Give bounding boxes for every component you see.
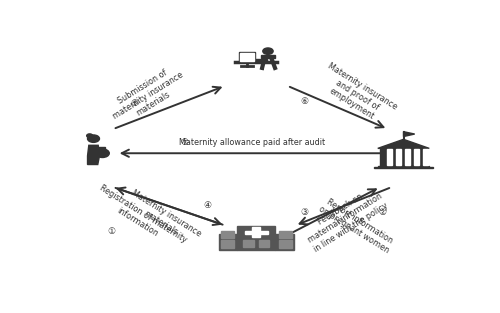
Text: Report information
on pregnant women: Report information on pregnant women	[318, 196, 396, 255]
Text: ⑥: ⑥	[300, 97, 309, 106]
Polygon shape	[240, 53, 254, 61]
Polygon shape	[404, 132, 414, 136]
Text: ②: ②	[378, 208, 386, 217]
Polygon shape	[252, 227, 260, 237]
Polygon shape	[396, 149, 402, 166]
Polygon shape	[378, 139, 429, 148]
Circle shape	[86, 134, 92, 138]
Polygon shape	[422, 149, 428, 166]
Circle shape	[88, 135, 100, 142]
Text: ④: ④	[204, 201, 212, 210]
Polygon shape	[238, 52, 255, 62]
Text: ⑤: ⑤	[130, 99, 138, 108]
Polygon shape	[244, 230, 268, 234]
Text: Maternity insurance
and proof of
employment: Maternity insurance and proof of employm…	[315, 62, 399, 129]
Polygon shape	[275, 234, 294, 250]
Text: ③: ③	[300, 208, 309, 217]
Text: Submission of
maternity insurance
materials: Submission of maternity insurance materi…	[106, 61, 190, 130]
Text: Feedback on
maternal information
in line with the policy: Feedback on maternal information in line…	[301, 183, 390, 254]
Polygon shape	[261, 55, 275, 59]
Text: Maternity insurance
materials: Maternity insurance materials	[124, 189, 202, 248]
Circle shape	[263, 48, 273, 54]
Polygon shape	[279, 240, 292, 248]
Polygon shape	[258, 240, 269, 247]
Polygon shape	[380, 148, 427, 166]
Polygon shape	[254, 59, 267, 62]
Polygon shape	[88, 145, 100, 165]
Polygon shape	[218, 234, 238, 250]
Polygon shape	[386, 149, 392, 166]
Text: Registration of maternity
information: Registration of maternity information	[92, 183, 188, 253]
Polygon shape	[220, 231, 234, 239]
Polygon shape	[414, 149, 419, 166]
Polygon shape	[238, 226, 275, 250]
Polygon shape	[374, 167, 432, 168]
Circle shape	[96, 149, 110, 157]
Polygon shape	[404, 149, 410, 166]
Text: Maternity allowance paid after audit: Maternity allowance paid after audit	[180, 138, 326, 147]
Polygon shape	[279, 231, 292, 239]
Text: ⑦: ⑦	[180, 138, 188, 147]
Polygon shape	[378, 166, 429, 167]
Polygon shape	[244, 240, 254, 247]
Text: ①: ①	[107, 227, 115, 236]
Polygon shape	[220, 240, 234, 248]
Polygon shape	[98, 146, 105, 149]
